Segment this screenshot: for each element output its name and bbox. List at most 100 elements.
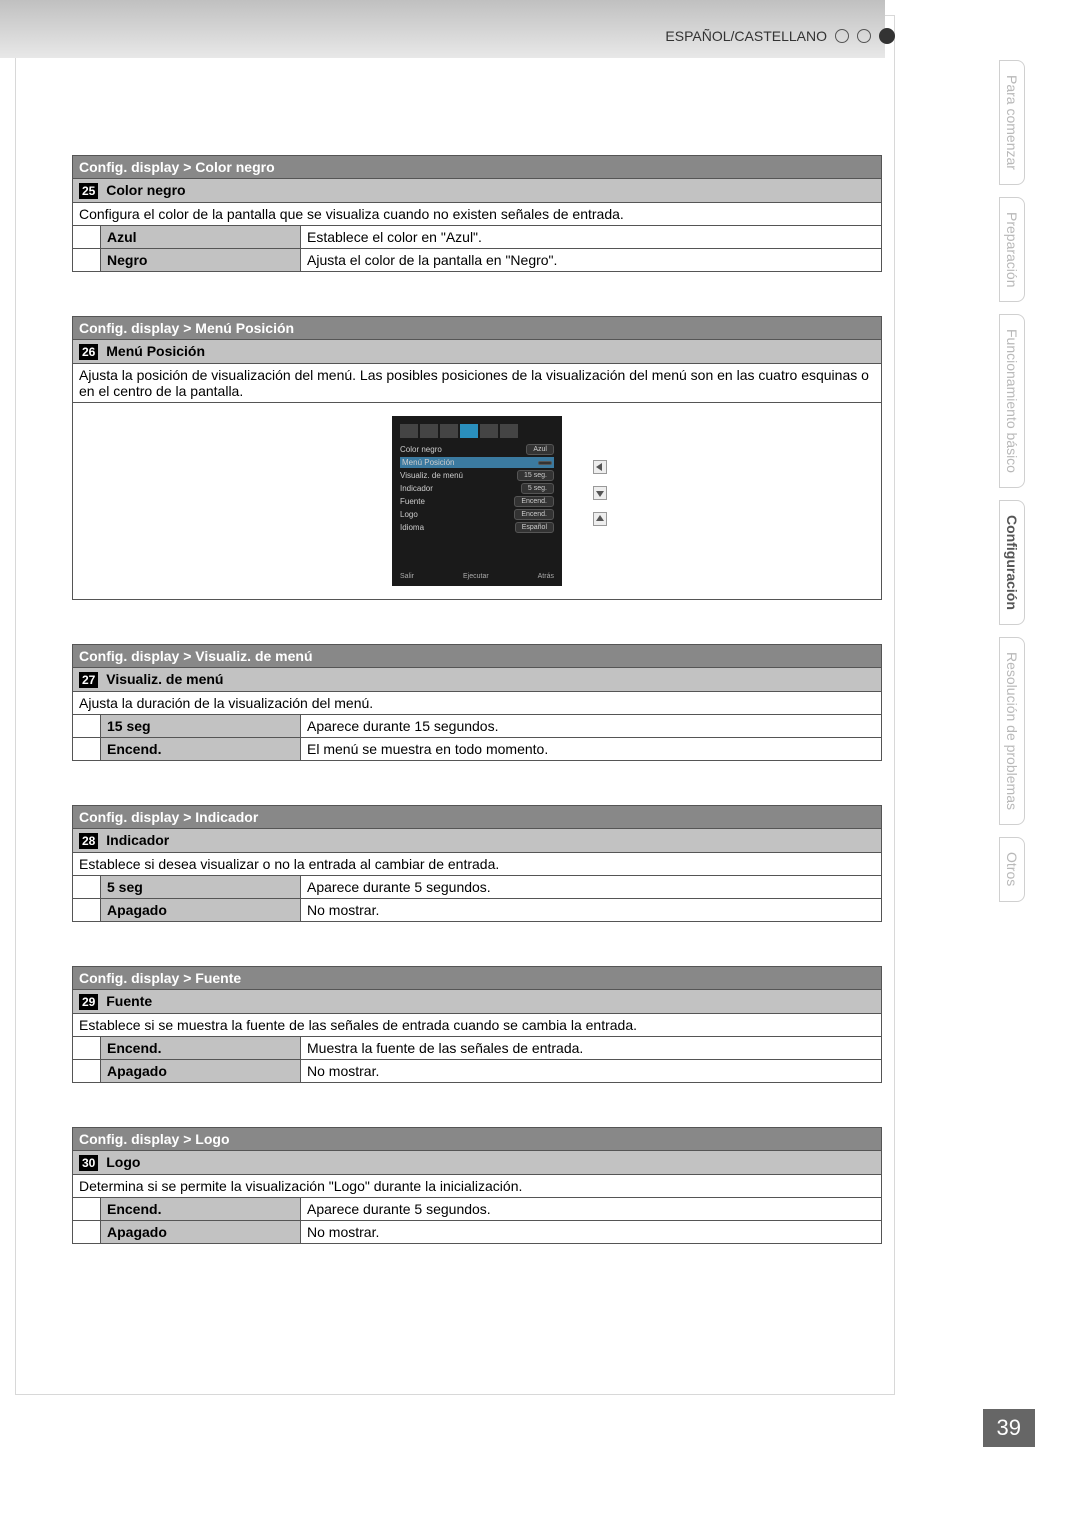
section-description: Establece si se muestra la fuente de las… [73,1014,882,1037]
menu-row-value: 15 seg. [517,470,554,481]
option-label: Encend. [101,1198,301,1221]
option-label: Apagado [101,899,301,922]
option-indent [73,1060,101,1083]
menu-preview-row: Color negro Azul [400,444,554,455]
option-label: Azul [101,226,301,249]
arrow-icon [593,512,607,526]
option-label: Apagado [101,1221,301,1244]
menu-preview-row: FuenteEncend. [400,496,554,507]
indicator-circle-1 [835,29,849,43]
option-value: Aparece durante 5 segundos. [301,876,882,899]
option-row: Encend.Aparece durante 5 segundos. [73,1198,882,1221]
section-header: Config. display > Menú Posición [73,317,882,340]
option-label: 15 seg [101,715,301,738]
option-value: Aparece durante 5 segundos. [301,1198,882,1221]
main-content: Config. display > Color negro 25 Color ne… [72,155,882,1288]
menu-preview-row: Menú Posición [400,457,554,468]
section-number-badge: 28 [79,833,98,849]
section-5: Config. display > Logo30 LogoDetermina s… [72,1127,882,1244]
option-row: ApagadoNo mostrar. [73,1060,882,1083]
menu-row-label: Visualiz. de menú [400,471,463,480]
option-row: 5 segAparece durante 5 segundos. [73,876,882,899]
side-tab-4[interactable]: Resolución de problemas [999,637,1025,825]
menu-row-label: Indicador [400,484,433,493]
indicator-circle-2 [857,29,871,43]
section-table-1: Config. display > Menú Posición 26 Menú P… [72,316,882,600]
menu-tab-icon [440,424,458,438]
menu-row-label: Color negro [400,445,442,454]
section-header: Config. display > Visualiz. de menú [73,645,882,668]
side-tab-1[interactable]: Preparación [999,197,1025,303]
option-row: ApagadoNo mostrar. [73,899,882,922]
menu-preview-row: IdiomaEspañol [400,522,554,533]
option-label: Encend. [101,738,301,761]
option-indent [73,226,101,249]
side-tab-3[interactable]: Configuración [999,500,1025,625]
option-value: Ajusta el color de la pantalla en "Negro… [301,249,882,272]
option-indent [73,1037,101,1060]
option-indent [73,876,101,899]
option-label: Apagado [101,1060,301,1083]
section-number-badge: 30 [79,1155,98,1171]
option-value: Establece el color en "Azul". [301,226,882,249]
menu-row-value: Español [515,522,554,533]
side-tab-2[interactable]: Funcionamiento básico [999,314,1025,488]
section-number-badge: 26 [79,344,98,360]
section-table-3: Config. display > Indicador28 IndicadorE… [72,805,882,922]
menu-tab-icon [480,424,498,438]
header-right: ESPAÑOL/CASTELLANO [665,28,895,44]
page-number: 39 [983,1409,1035,1447]
option-row: 15 segAparece durante 15 segundos. [73,715,882,738]
menu-preview-row: LogoEncend. [400,509,554,520]
option-indent [73,738,101,761]
option-label: Encend. [101,1037,301,1060]
menu-row-label: Menú Posición [402,458,454,467]
arrow-icon [593,486,607,500]
section-number-badge: 27 [79,672,98,688]
section-table-5: Config. display > Logo30 LogoDetermina s… [72,1127,882,1244]
section-description: Ajusta la duración de la visualización d… [73,692,882,715]
menu-preview-wrap: Color negro Azul Menú Posición Visualiz. de… [377,416,577,586]
option-row: NegroAjusta el color de la pantalla en "… [73,249,882,272]
option-label: Negro [101,249,301,272]
option-value: No mostrar. [301,1060,882,1083]
preview-arrows [593,460,607,526]
section-title: 28 Indicador [73,829,882,853]
header-language: ESPAÑOL/CASTELLANO [665,28,827,44]
menu-row-value: 5 seg. [521,483,554,494]
section-number-badge: 25 [79,183,98,199]
menu-row-value [538,461,552,465]
section-header: Config. display > Indicador [73,806,882,829]
section-description: Determina si se permite la visualización… [73,1175,882,1198]
menu-preview-cell: Color negro Azul Menú Posición Visualiz. de… [73,403,882,600]
section-title: 30 Logo [73,1151,882,1175]
option-label: 5 seg [101,876,301,899]
option-indent [73,1221,101,1244]
menu-row-value: Azul [526,444,554,455]
section-number-badge: 29 [79,994,98,1010]
side-tab-0[interactable]: Para comenzar [999,60,1025,185]
section-0: Config. display > Color negro25 Color ne… [72,155,882,272]
option-value: El menú se muestra en todo momento. [301,738,882,761]
section-4: Config. display > Fuente29 FuenteEstable… [72,966,882,1083]
section-table-0: Config. display > Color negro25 Color ne… [72,155,882,272]
menu-row-value: Encend. [514,496,554,507]
menu-row-value: Encend. [514,509,554,520]
section-header: Config. display > Color negro [73,156,882,179]
section-table-2: Config. display > Visualiz. de menú27 Vi… [72,644,882,761]
menu-foot-left: Salir [400,573,414,580]
menu-preview-row: Visualiz. de menú 15 seg. [400,470,554,481]
option-value: Aparece durante 15 segundos. [301,715,882,738]
section-header: Config. display > Logo [73,1128,882,1151]
option-row: ApagadoNo mostrar. [73,1221,882,1244]
option-row: AzulEstablece el color en "Azul". [73,226,882,249]
section-3: Config. display > Indicador28 IndicadorE… [72,805,882,922]
menu-preview: Color negro Azul Menú Posición Visualiz. de… [392,416,562,586]
option-value: No mostrar. [301,899,882,922]
menu-preview-tabs [400,424,554,438]
option-value: Muestra la fuente de las señales de entr… [301,1037,882,1060]
option-indent [73,1198,101,1221]
option-indent [73,715,101,738]
section-2: Config. display > Visualiz. de menú27 Vi… [72,644,882,761]
side-tab-5[interactable]: Otros [999,837,1025,901]
